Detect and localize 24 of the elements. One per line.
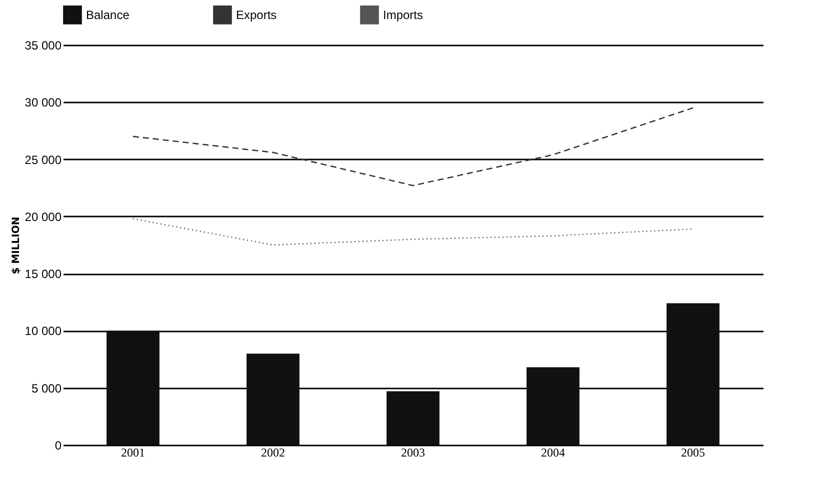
bar — [386, 391, 440, 445]
x-tick-label: 2005 — [681, 446, 705, 460]
bar — [526, 367, 580, 445]
line-series — [132, 218, 694, 246]
y-tick-label: 25 000 — [24, 152, 62, 167]
y-tick-label: 10 000 — [24, 324, 62, 338]
x-tick-label: 2002 — [261, 446, 285, 460]
y-tick-label: 35 000 — [24, 38, 62, 52]
y-tick-label: 0 — [54, 438, 62, 452]
bar — [246, 354, 300, 445]
legend-label: Imports — [383, 8, 424, 22]
y-axis-title: $ MILLION — [10, 216, 22, 274]
x-tick-label: 2003 — [401, 446, 425, 460]
y-tick-label: 5 000 — [31, 381, 62, 396]
legend-label: Exports — [236, 8, 277, 22]
y-tick-label: 15 000 — [24, 267, 62, 282]
x-tick-label: 2004 — [541, 446, 565, 460]
bar — [666, 303, 720, 445]
line-series — [132, 107, 694, 186]
x-tick-label: 2001 — [121, 446, 145, 460]
legend-label: Balance — [86, 8, 130, 22]
y-tick-label: 30 000 — [24, 96, 62, 110]
y-tick-label: 20 000 — [24, 210, 62, 224]
bar — [106, 330, 160, 445]
